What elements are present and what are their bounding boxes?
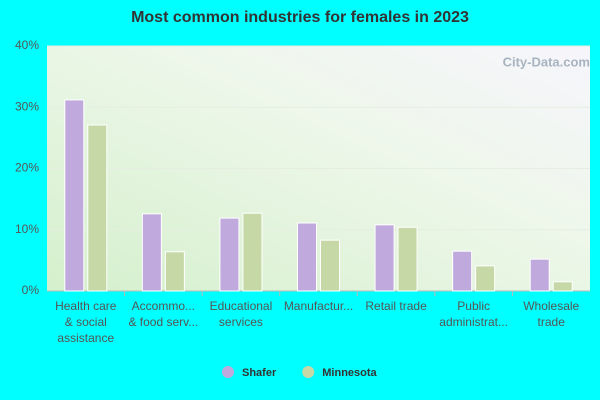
bar [87, 124, 108, 292]
x-tick-label: Retail trade [365, 299, 427, 313]
bar [529, 258, 550, 292]
x-tick-label: Accommo... & food serv... [128, 299, 198, 329]
bar [64, 99, 85, 292]
bar [141, 213, 162, 292]
bar [164, 251, 185, 292]
bar [552, 281, 573, 292]
y-tick-label: 10% [15, 222, 39, 236]
x-tick-label: Public administrat... [439, 299, 508, 329]
bar [452, 250, 473, 292]
bar [219, 217, 240, 292]
legend-label: Minnesota [322, 367, 377, 379]
chart-title: Most common industries for females in 20… [131, 9, 469, 26]
x-tick-label: Health care & social assistance [55, 299, 117, 345]
bar [320, 239, 340, 292]
bar [397, 226, 418, 292]
legend-label: Shafer [242, 367, 277, 379]
y-tick-label: 30% [15, 99, 39, 113]
watermark: City-Data.com [503, 54, 590, 69]
legend-marker [302, 366, 315, 378]
x-tick-label: Wholesale trade [523, 299, 579, 329]
legend-marker [222, 366, 234, 378]
bar [242, 212, 263, 292]
y-tick-label: 0% [22, 283, 40, 297]
bar [297, 222, 317, 292]
x-tick-label: Educational services [210, 299, 273, 329]
bar [374, 224, 395, 292]
y-tick-label: 20% [15, 161, 39, 175]
x-tick-label: Manufactur... [284, 299, 353, 313]
y-tick-label: 40% [15, 38, 39, 52]
bar [475, 265, 496, 292]
